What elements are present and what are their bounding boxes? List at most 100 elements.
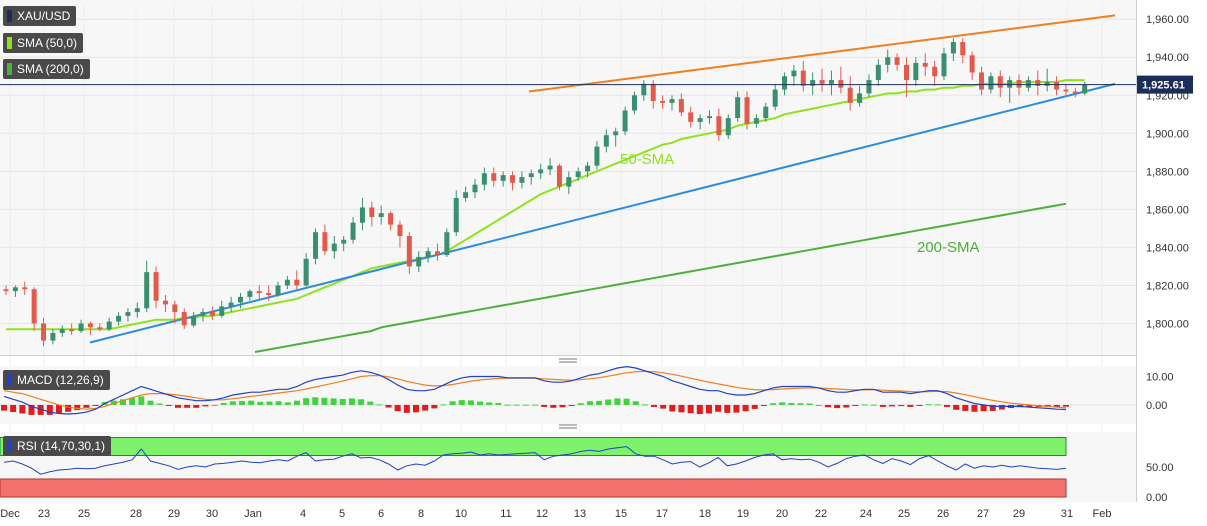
macd-hist-bar: [1, 404, 7, 411]
rsi-tick-label: 50.00: [1146, 462, 1174, 474]
macd-hist-bar: [422, 404, 429, 411]
time-tick-label: 26: [937, 508, 949, 520]
macd-hist-bar: [568, 404, 575, 406]
candle-body: [256, 291, 262, 294]
candle-body: [359, 207, 365, 223]
candle-body: [1054, 81, 1060, 90]
candle-body: [735, 97, 741, 119]
macd-hist-bar: [367, 401, 374, 405]
macd-hist-bar: [495, 402, 502, 405]
symbol-label: XAU/USD: [17, 9, 71, 23]
candle-body: [266, 293, 272, 295]
candle-body: [134, 308, 140, 313]
candle-body: [960, 42, 966, 56]
time-tick-label: 5: [339, 508, 345, 520]
macd-hist-bar: [843, 404, 850, 408]
macd-hist-bar: [449, 401, 456, 405]
macd-legend[interactable]: MACD (12,26,9): [3, 370, 110, 390]
macd-hist-bar: [348, 398, 355, 405]
candle-body: [41, 323, 47, 341]
macd-hist-bar: [870, 404, 877, 406]
macd-hist-bar: [248, 400, 255, 405]
macd-hist-bar: [19, 404, 26, 414]
candle-body: [350, 222, 356, 240]
macd-hist-bar: [303, 398, 310, 405]
macd-hist-bar: [211, 404, 218, 406]
candle-body: [303, 258, 309, 286]
sma-200-legend[interactable]: SMA (200,0): [3, 59, 90, 79]
candle-body: [69, 329, 75, 332]
time-tick-label: 27: [977, 508, 989, 520]
macd-hist-bar: [65, 404, 72, 412]
candle-body: [997, 76, 1003, 88]
macd-hist-bar: [724, 404, 731, 413]
candle-body: [284, 279, 290, 286]
macd-hist-bar: [266, 401, 273, 405]
candle-body: [416, 256, 422, 267]
candle-body: [857, 93, 863, 103]
resistance-trendline: [528, 14, 1116, 93]
macd-hist-bar: [165, 404, 172, 406]
candle-body: [697, 118, 703, 122]
candle-body: [491, 173, 497, 181]
macd-hist-bar: [806, 403, 813, 405]
candle-body: [191, 315, 197, 326]
macd-hist-bar: [129, 397, 136, 405]
symbol-legend[interactable]: XAU/USD: [3, 6, 77, 26]
macd-hist-bar: [559, 404, 566, 408]
sma-50-legend[interactable]: SMA (50,0): [3, 33, 84, 53]
macd-hist-bar: [788, 402, 795, 405]
time-tick-label: 6: [378, 508, 384, 520]
candle-body: [847, 87, 853, 103]
pane-resize-handle[interactable]: [559, 358, 577, 363]
time-tick-label: 31: [1061, 508, 1073, 520]
sma-50-annotation: 50-SMA: [620, 151, 674, 168]
candle-body: [1072, 91, 1078, 94]
macd-hist-bar: [998, 404, 1005, 410]
candle-body: [453, 197, 459, 233]
candle-body: [472, 184, 478, 193]
rsi-legend[interactable]: RSI (14,70,30,1): [3, 436, 112, 456]
macd-main-line: [3, 365, 1067, 415]
candle-body: [819, 80, 825, 84]
candle-body: [566, 177, 572, 187]
candle-body: [763, 106, 769, 119]
candle-body: [78, 323, 84, 332]
macd-tick-label: 0.00: [1146, 400, 1167, 412]
time-tick-label: 15: [615, 508, 627, 520]
candle-body: [247, 291, 253, 297]
candle-body: [1082, 84, 1088, 94]
time-tick-label: 8: [418, 508, 424, 520]
candle-body: [500, 175, 506, 181]
candle-body: [800, 70, 806, 86]
macd-hist-bar: [980, 404, 987, 412]
macd-hist-bar: [852, 404, 859, 406]
macd-hist-bar: [623, 398, 630, 405]
candle-body: [378, 213, 384, 217]
price-axis: 1,800.00 1,820.00 1,840.00 1,860.00 1,880.00…: [1146, 14, 1189, 330]
macd-hist-bar: [330, 398, 337, 405]
time-tick-label: 20: [776, 508, 788, 520]
macd-hist-bar: [477, 401, 484, 405]
macd-hist-bar: [467, 400, 474, 405]
candle-body: [932, 66, 938, 77]
macd-hist-bar: [824, 404, 831, 408]
candle-body: [894, 57, 900, 65]
candle-body: [481, 173, 487, 185]
macd-hist-bar: [339, 398, 346, 405]
candle-body: [228, 302, 234, 307]
macd-hist-bar: [184, 404, 191, 408]
macd-hist-bar: [898, 404, 905, 407]
macd-swatch: [7, 374, 12, 386]
macd-hist-bar: [586, 401, 593, 405]
pane-resize-handle[interactable]: [559, 424, 577, 429]
candle-body: [200, 312, 206, 316]
candle-body: [341, 239, 347, 244]
price-tag-text: 1,925.61: [1142, 80, 1185, 92]
time-tick-label: 23: [38, 508, 50, 520]
macd-hist-bar: [220, 402, 227, 405]
candle-body: [903, 64, 909, 81]
macd-hist-bar: [687, 404, 694, 414]
macd-hist-bar: [275, 401, 282, 405]
macd-hist-bar: [705, 404, 712, 414]
